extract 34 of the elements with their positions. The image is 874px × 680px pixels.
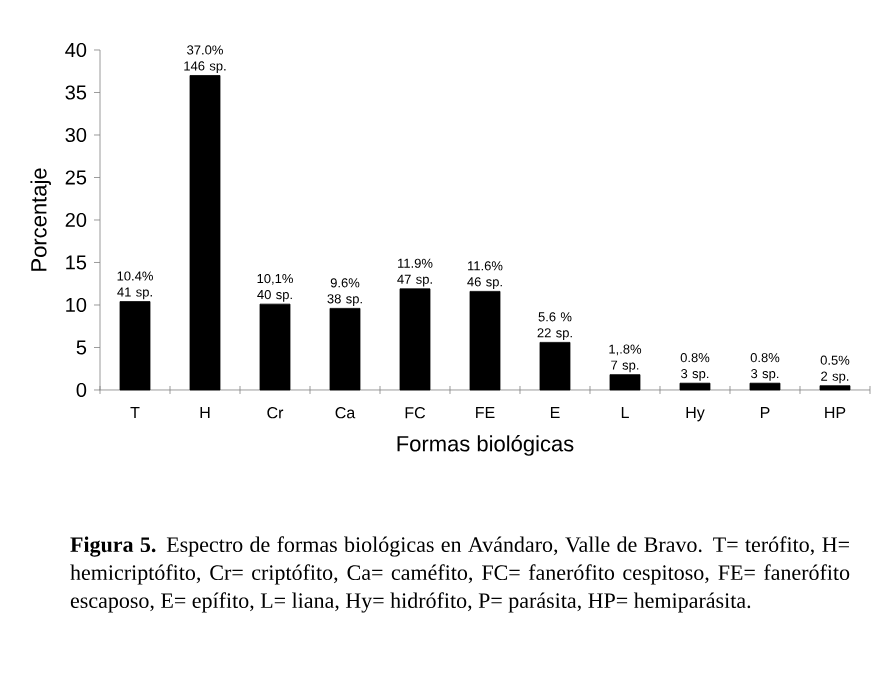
y-tick-label: 25 xyxy=(65,170,87,185)
x-tick-label: P xyxy=(760,407,770,419)
x-tick-label: H xyxy=(200,407,210,419)
bar xyxy=(189,75,221,391)
x-tick-label: FE xyxy=(476,407,495,419)
x-tick-label: Hy xyxy=(686,407,705,422)
text: Figura 5. Espectro de formas biológicas en Avándaro, Valle de Bravo. T= terófito, H= hemicriptófito, Cr= criptófito, Ca= caméfito, FC= fanerófito cespitoso, FE= fanerófito escaposo, E= epífito, L= liana, Hy= hidrófito, P= parásita, HP= hemiparásita. xyxy=(70,536,850,613)
bar xyxy=(539,341,571,391)
y-axis-title: Porcentaje xyxy=(30,168,51,271)
bar xyxy=(259,303,291,391)
bar xyxy=(329,307,361,391)
y-tick-label: 0 xyxy=(76,382,87,398)
y-tick-label: 40 xyxy=(65,42,87,58)
x-tick-label: FC xyxy=(405,407,426,419)
x-tick-label: Ca xyxy=(335,407,356,419)
x-tick-label: E xyxy=(550,407,560,419)
y-tick-label: 35 xyxy=(65,85,87,100)
y-tick-label: 10 xyxy=(66,297,87,313)
y-tick-label: 30 xyxy=(65,127,87,143)
y-tick-label: 5 xyxy=(76,340,87,355)
bar xyxy=(679,382,711,391)
bar xyxy=(469,290,501,391)
x-tick-label: Cr xyxy=(267,407,284,419)
bar xyxy=(399,288,431,391)
x-tick-label: L xyxy=(621,407,629,419)
x-tick-label: HP xyxy=(825,407,846,419)
bar xyxy=(609,374,641,391)
y-tick-label: 20 xyxy=(65,212,87,228)
x-axis-title: Formas biológicas xyxy=(397,435,574,456)
y-tick-label: 15 xyxy=(66,255,87,270)
x-tick-label: T xyxy=(130,407,140,419)
bar xyxy=(749,382,781,391)
bar xyxy=(119,301,151,391)
bar xyxy=(819,385,851,391)
